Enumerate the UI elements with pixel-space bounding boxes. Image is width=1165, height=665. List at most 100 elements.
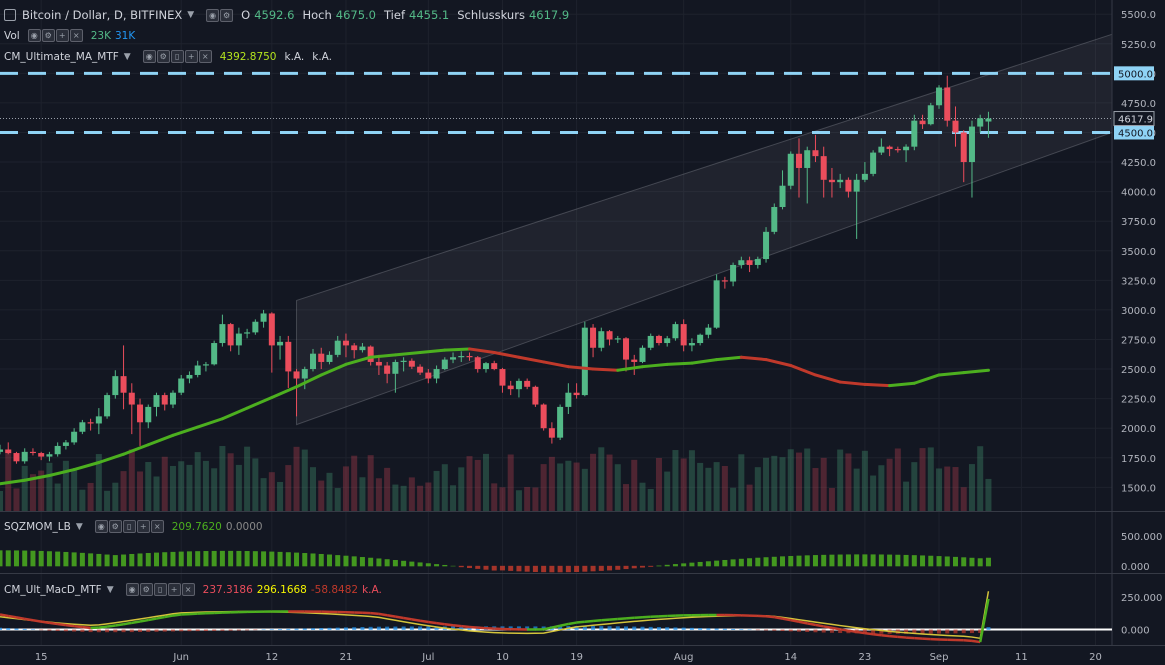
candle-body[interactable] (285, 341, 292, 372)
candle-body[interactable] (705, 327, 712, 335)
candle-body[interactable] (795, 153, 802, 168)
legend-toolbar[interactable]: ◉ ⚙ (206, 8, 234, 22)
candle-body[interactable] (688, 343, 695, 346)
candle-body[interactable] (87, 422, 94, 424)
candle-body[interactable] (779, 185, 786, 208)
candle-body[interactable] (499, 369, 506, 386)
candle-body[interactable] (169, 392, 176, 405)
candle-body[interactable] (277, 341, 284, 346)
collapse-icon[interactable] (4, 9, 16, 21)
candle-body[interactable] (425, 372, 432, 379)
candle-body[interactable] (573, 392, 580, 396)
candle-body[interactable] (211, 343, 218, 365)
candle-body[interactable] (837, 179, 844, 183)
candle-body[interactable] (861, 173, 868, 180)
candle-body[interactable] (310, 353, 317, 370)
candle-body[interactable] (375, 361, 382, 366)
candle-body[interactable] (870, 152, 877, 174)
candle-body[interactable] (655, 335, 662, 344)
candle-body[interactable] (548, 428, 555, 438)
candle-body[interactable] (672, 324, 679, 339)
candle-body[interactable] (911, 120, 918, 147)
candle-body[interactable] (62, 442, 69, 446)
candle-body[interactable] (71, 431, 78, 443)
chevron-down-icon[interactable]: ▼ (106, 584, 114, 595)
candle-body[interactable] (664, 338, 671, 344)
candle-body[interactable] (639, 347, 646, 362)
candle-body[interactable] (738, 260, 745, 265)
candle-body[interactable] (754, 259, 761, 265)
candle-body[interactable] (680, 324, 687, 346)
candle-body[interactable] (137, 404, 144, 423)
candle-body[interactable] (46, 454, 53, 457)
candle-body[interactable] (79, 422, 86, 432)
candle-body[interactable] (936, 87, 943, 106)
candle-body[interactable] (54, 445, 61, 455)
candle-body[interactable] (894, 149, 901, 151)
macd-toolbar[interactable]: ◉ ⚙ ▯ + × (125, 583, 195, 596)
candle-body[interactable] (252, 321, 259, 333)
candle-body[interactable] (886, 146, 893, 150)
candle-body[interactable] (21, 451, 28, 462)
volume-label[interactable]: Vol (4, 29, 20, 42)
candle-body[interactable] (466, 356, 473, 358)
candle-body[interactable] (713, 280, 720, 328)
candle-body[interactable] (565, 392, 572, 407)
candle-body[interactable] (202, 364, 209, 366)
candle-body[interactable] (400, 360, 407, 362)
candle-body[interactable] (441, 359, 448, 370)
candle-body[interactable] (342, 340, 349, 346)
candle-body[interactable] (112, 376, 119, 396)
candle-body[interactable] (417, 366, 424, 373)
candle-body[interactable] (268, 313, 275, 346)
candle-body[interactable] (623, 338, 630, 360)
candle-body[interactable] (260, 313, 267, 322)
candle-body[interactable] (952, 120, 959, 133)
chevron-down-icon[interactable]: ▼ (75, 521, 83, 532)
candle-body[interactable] (960, 132, 967, 163)
candle-body[interactable] (763, 231, 770, 260)
candle-body[interactable] (532, 386, 539, 405)
candle-body[interactable] (450, 357, 457, 360)
volume-toolbar[interactable]: ◉ ⚙ + × (27, 29, 83, 42)
candle-body[interactable] (771, 207, 778, 232)
candle-body[interactable] (178, 378, 185, 393)
candle-body[interactable] (828, 179, 835, 183)
candle-body[interactable] (968, 126, 975, 163)
candle-body[interactable] (219, 324, 226, 344)
candle-body[interactable] (458, 356, 465, 358)
candle-body[interactable] (318, 353, 325, 362)
ma-toolbar[interactable]: ◉ ⚙ ▯ + × (142, 50, 212, 63)
candle-body[interactable] (392, 361, 399, 374)
candle-body[interactable] (557, 406, 564, 438)
symbol-title[interactable]: Bitcoin / Dollar, D, BITFINEX (22, 8, 183, 22)
candle-body[interactable] (820, 156, 827, 180)
candle-body[interactable] (581, 327, 588, 396)
candle-body[interactable] (491, 363, 498, 370)
candle-body[interactable] (631, 359, 638, 362)
candle-body[interactable] (0, 449, 3, 452)
ma-label[interactable]: CM_Ultimate_MA_MTF (4, 50, 119, 63)
candle-body[interactable] (433, 369, 440, 379)
candle-body[interactable] (334, 340, 341, 355)
candle-body[interactable] (919, 120, 926, 125)
candle-body[interactable] (186, 374, 193, 379)
candle-body[interactable] (293, 371, 300, 379)
candle-body[interactable] (29, 451, 36, 454)
candle-body[interactable] (614, 338, 621, 340)
candle-body[interactable] (128, 392, 135, 405)
sqz-toolbar[interactable]: ◉ ⚙ ▯ + × (94, 520, 164, 533)
macd-label[interactable]: CM_Ult_MacD_MTF (4, 583, 102, 596)
candle-body[interactable] (235, 333, 242, 346)
candle-body[interactable] (804, 150, 811, 168)
candle-body[interactable] (359, 346, 366, 351)
candle-body[interactable] (384, 365, 391, 374)
candle-body[interactable] (540, 404, 547, 429)
candle-body[interactable] (845, 179, 852, 192)
candle-body[interactable] (13, 453, 20, 462)
candle-body[interactable] (408, 360, 415, 367)
candle-body[interactable] (903, 146, 910, 151)
candle-body[interactable] (244, 332, 251, 334)
candle-body[interactable] (153, 395, 160, 407)
